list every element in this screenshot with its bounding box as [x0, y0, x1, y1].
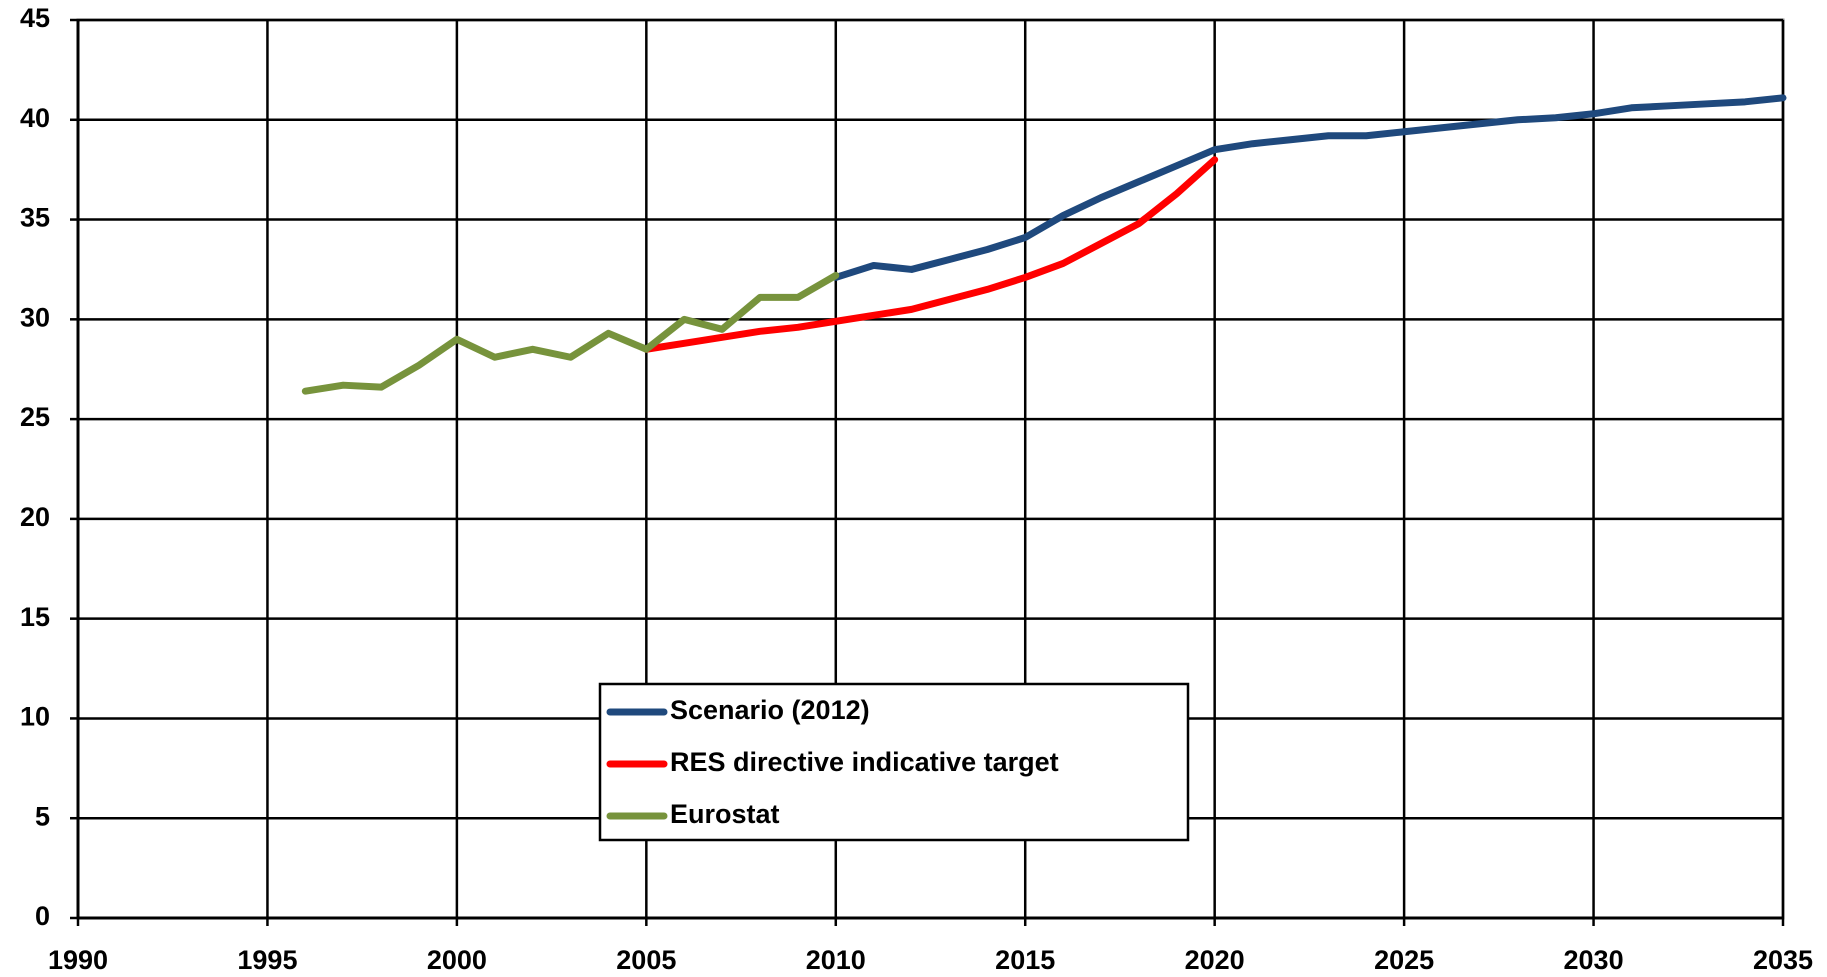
- y-tick-label: 30: [20, 302, 50, 332]
- y-tick-label: 40: [20, 103, 50, 133]
- y-tick-label: 45: [20, 3, 50, 33]
- x-tick-label: 2005: [616, 945, 676, 975]
- series-line: [301, 271, 840, 395]
- legend-box: [598, 682, 1190, 842]
- series-line: [832, 94, 1787, 281]
- y-tick-label: 35: [20, 203, 50, 233]
- x-tick-label: 2020: [1185, 945, 1245, 975]
- x-tick-label: 2000: [427, 945, 487, 975]
- legend-label: Eurostat: [670, 799, 780, 829]
- x-tick-label: 1995: [237, 945, 297, 975]
- y-tick-label: 20: [20, 502, 50, 532]
- y-tick-label: 0: [35, 901, 50, 931]
- legend-label: RES directive indicative target: [670, 747, 1059, 777]
- y-tick-label: 5: [35, 801, 50, 831]
- legend: Scenario (2012) RES directive indicative …: [598, 682, 1190, 842]
- lines: [301, 94, 1787, 395]
- series-line: [642, 156, 1219, 353]
- x-tick-label: 2035: [1753, 945, 1813, 975]
- x-tick-label: 2015: [995, 945, 1055, 975]
- x-tick-label: 2025: [1374, 945, 1434, 975]
- legend-label: Scenario (2012): [670, 695, 870, 725]
- x-tick-label: 2010: [806, 945, 866, 975]
- y-tick-label: 25: [20, 402, 50, 432]
- x-tick-label: 1990: [48, 945, 108, 975]
- x-tick-label: 2030: [1564, 945, 1624, 975]
- y-tick-label: 10: [20, 702, 50, 732]
- y-tick-label: 15: [20, 602, 50, 632]
